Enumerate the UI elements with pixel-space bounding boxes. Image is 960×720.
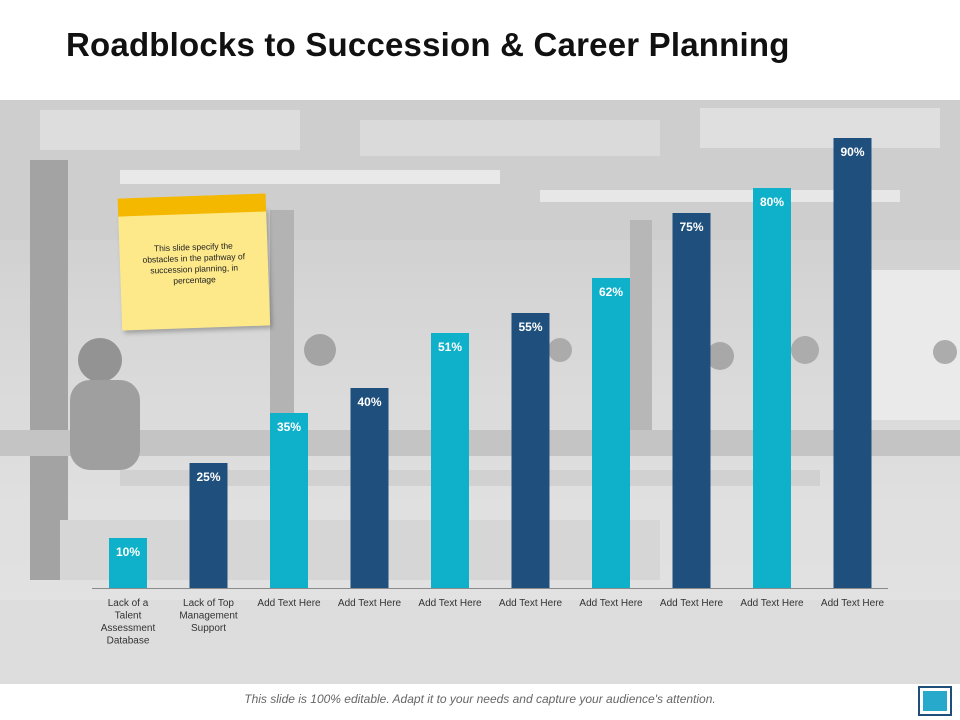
- bar-1: [109, 538, 147, 588]
- bars-group: 10% 25% 35% 40% 51% 55% 62% 75% 80% 90%: [109, 138, 872, 588]
- category-label-9: Add Text Here: [740, 598, 804, 609]
- category-label-2: Lack of Top Management Support: [179, 598, 238, 634]
- sticky-note: This slide specify the obstacles in the …: [117, 193, 271, 336]
- category-label-1: Lack of a Talent Assessment Database: [101, 598, 156, 647]
- category-labels-group: Lack of a Talent Assessment Database Lack of…: [101, 598, 885, 647]
- category-label-6: Add Text Here: [499, 598, 563, 609]
- bar-8: [672, 213, 711, 588]
- data-label-4: 40%: [357, 395, 381, 409]
- bar-7: [592, 278, 630, 588]
- slide-title: Roadblocks to Succession & Career Planni…: [66, 26, 790, 63]
- bar-3: [270, 413, 308, 588]
- category-label-3: Add Text Here: [257, 598, 321, 609]
- sticky-note-text: This slide specify the obstacles in the …: [142, 240, 246, 286]
- category-label-4: Add Text Here: [338, 598, 402, 609]
- slide-corner-icon: [918, 686, 952, 716]
- category-label-10: Add Text Here: [821, 598, 885, 609]
- bar-2: [189, 463, 228, 588]
- data-label-5: 51%: [438, 340, 462, 354]
- category-label-8: Add Text Here: [660, 598, 724, 609]
- data-label-3: 35%: [277, 420, 301, 434]
- footer-note: This slide is 100% editable. Adapt it to…: [244, 692, 716, 706]
- bar-6: [511, 313, 550, 588]
- bar-4: [350, 388, 389, 588]
- data-label-6: 55%: [518, 320, 542, 334]
- data-label-7: 62%: [599, 285, 623, 299]
- data-label-1: 10%: [116, 545, 140, 559]
- category-label-5: Add Text Here: [418, 598, 482, 609]
- data-label-2: 25%: [196, 470, 220, 484]
- bar-5: [431, 333, 469, 588]
- bar-9: [753, 188, 791, 588]
- data-label-8: 75%: [679, 220, 703, 234]
- data-label-9: 80%: [760, 195, 784, 209]
- bar-10: [833, 138, 872, 588]
- category-label-7: Add Text Here: [579, 598, 643, 609]
- data-label-10: 90%: [840, 145, 864, 159]
